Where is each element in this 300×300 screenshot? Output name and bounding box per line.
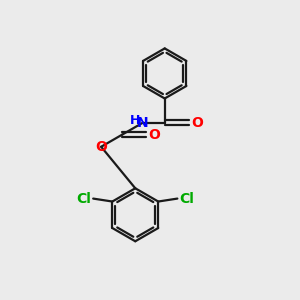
Text: O: O: [95, 140, 107, 154]
Text: Cl: Cl: [76, 192, 92, 206]
Text: Cl: Cl: [179, 192, 194, 206]
Text: O: O: [191, 116, 203, 130]
Text: O: O: [148, 128, 160, 142]
Text: N: N: [137, 116, 149, 130]
Text: H: H: [130, 114, 141, 127]
